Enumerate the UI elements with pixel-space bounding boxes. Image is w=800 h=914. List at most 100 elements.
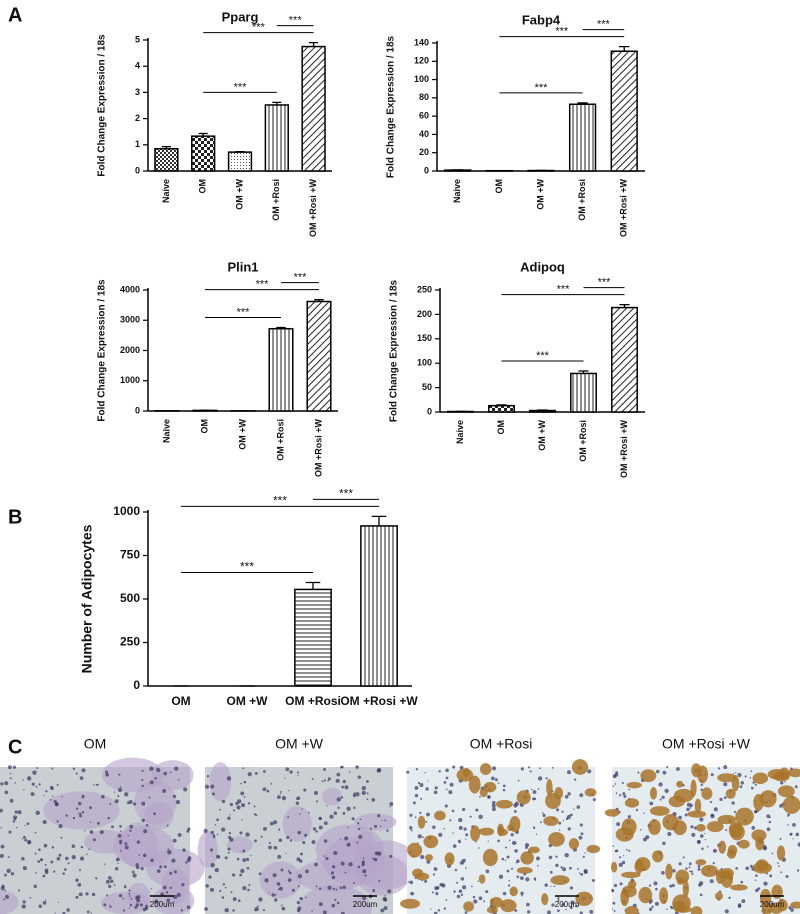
cell-dot [613, 883, 618, 888]
cell-dot [689, 806, 692, 809]
cell-dot [551, 903, 555, 907]
cell-dot [508, 839, 511, 842]
cell-dot [362, 869, 367, 874]
cell-dot [117, 787, 123, 793]
cell-dot [75, 807, 79, 810]
cell-dot [232, 897, 237, 901]
cell-dot [344, 836, 349, 841]
cell-dot [723, 765, 728, 770]
cell-dot [296, 900, 300, 905]
adipocyte [715, 892, 723, 901]
cell-dot [576, 805, 581, 809]
cell-dot [435, 892, 439, 896]
error-bar [371, 515, 387, 526]
cell-dot [229, 802, 233, 807]
x-tick-label: Naive [161, 419, 171, 443]
stain-patch [197, 831, 218, 868]
cell-dot [314, 862, 318, 867]
cell-dot [247, 772, 252, 777]
cell-dot [135, 865, 140, 870]
cell-dot [57, 901, 60, 903]
cell-dot [787, 813, 790, 817]
cell-dot [171, 858, 176, 863]
cell-dot [614, 772, 619, 777]
cell-dot [118, 773, 121, 776]
cell-dot [311, 777, 314, 780]
cell-dot [270, 782, 273, 785]
cell-dot [777, 862, 779, 864]
cell-dot [535, 833, 538, 835]
cell-dot [578, 872, 581, 874]
cell-dot [110, 879, 114, 884]
error-bar [619, 46, 630, 52]
cell-dot [745, 866, 749, 871]
cell-dot [584, 852, 586, 854]
adipocyte [751, 829, 767, 842]
cell-dot [417, 834, 422, 839]
cell-dot [53, 870, 56, 873]
cell-dot [513, 809, 517, 813]
cell-dot [475, 808, 479, 812]
adipocyte [676, 780, 684, 788]
cell-dot [181, 883, 185, 887]
cell-dot [443, 907, 447, 910]
cell-dot [141, 784, 144, 787]
cell-dot [9, 798, 14, 803]
cell-dot [247, 802, 251, 805]
cell-dot [280, 868, 284, 872]
cell-dot [344, 871, 347, 874]
cell-dot [331, 875, 336, 880]
cell-dot [13, 815, 18, 820]
cell-dot [169, 886, 172, 889]
cell-dot [371, 797, 376, 802]
cell-dot [557, 909, 560, 912]
cell-dot [520, 767, 524, 771]
significance-label: *** [555, 26, 569, 38]
cell-dot [214, 824, 217, 826]
cell-dot [699, 834, 704, 838]
cell-dot [284, 777, 286, 779]
adipocyte [545, 792, 561, 810]
cell-dot [420, 854, 425, 860]
adipocyte [568, 838, 580, 850]
cell-dot [369, 827, 372, 830]
cell-dot [422, 836, 424, 839]
cell-dot [460, 877, 465, 881]
cell-dot [56, 820, 59, 823]
y-tick-label: 500 [120, 591, 140, 605]
cell-dot [122, 897, 124, 900]
cell-dot [150, 858, 154, 863]
cell-dot [755, 874, 758, 877]
x-tick-label: OM [171, 694, 190, 708]
cell-dot [348, 771, 351, 773]
adipocyte [695, 859, 707, 866]
cell-dot [387, 889, 392, 894]
cell-dot [472, 895, 476, 899]
cell-dot [569, 906, 573, 910]
cell-dot [517, 779, 520, 782]
cell-dot [567, 827, 571, 831]
cell-dot [670, 906, 674, 910]
cell-dot [129, 824, 134, 829]
adipocyte [694, 798, 702, 813]
cell-dot [90, 912, 93, 914]
adipocyte [604, 808, 620, 817]
cell-dot [81, 797, 84, 799]
cell-dot [339, 838, 342, 840]
cell-dot [340, 911, 346, 914]
cell-dot [0, 853, 4, 859]
cell-dot [744, 775, 747, 778]
cell-dot [12, 820, 16, 823]
cell-dot [141, 769, 144, 772]
cell-dot [88, 848, 91, 851]
cell-dot [389, 806, 391, 808]
cell-dot [12, 765, 17, 769]
cell-dot [755, 888, 759, 893]
cell-dot [323, 855, 325, 857]
cell-dot [72, 816, 76, 820]
cell-dot [351, 817, 355, 821]
cell-dot [583, 870, 588, 875]
cell-dot [108, 884, 112, 888]
scale-bar-label: 200um [353, 900, 378, 909]
cell-dot [573, 808, 575, 810]
